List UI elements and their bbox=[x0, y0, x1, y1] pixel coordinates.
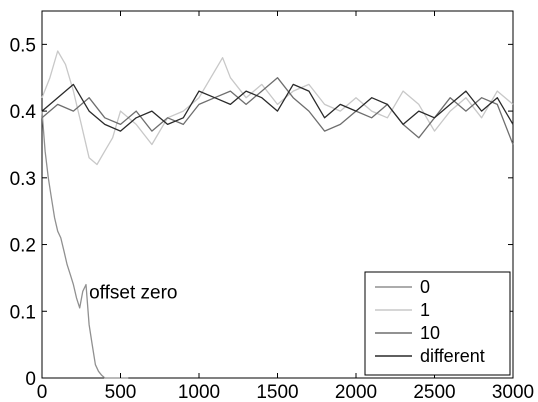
axes-layer: 0 500 1000 1500 2000 2500 3000 0 0.1 0.2 0.3 0.4 0.5 bbox=[10, 11, 534, 402]
y-tick-label: 0.4 bbox=[10, 102, 37, 123]
x-tick-label: 3000 bbox=[492, 382, 534, 402]
y-tick-label: 0.1 bbox=[10, 302, 36, 323]
series-line-different bbox=[41, 83, 514, 132]
series-layer bbox=[41, 50, 514, 379]
x-tick-label: 1500 bbox=[256, 382, 298, 402]
y-tick-label: 0 bbox=[25, 369, 36, 390]
annotation-offset-zero: offset zero bbox=[89, 282, 177, 303]
y-tick-label: 0.5 bbox=[10, 35, 36, 56]
x-tick-label: 500 bbox=[105, 382, 137, 402]
legend-box bbox=[364, 271, 511, 376]
legend-label-different: different bbox=[420, 346, 485, 366]
x-tick-label: 2500 bbox=[413, 382, 455, 402]
legend-label-10: 10 bbox=[420, 323, 440, 343]
x-tick-label: 1000 bbox=[178, 382, 220, 402]
series-line-0 bbox=[41, 111, 129, 379]
legend-label-0: 0 bbox=[420, 277, 430, 297]
y-tick-label: 0.3 bbox=[10, 169, 36, 190]
series-line-1 bbox=[41, 50, 514, 166]
x-tick-label: 0 bbox=[37, 382, 48, 402]
x-tick-label: 2000 bbox=[335, 382, 377, 402]
legend: 0 1 10 different bbox=[364, 271, 511, 376]
legend-label-1: 1 bbox=[420, 300, 430, 320]
y-tick-label: 0.2 bbox=[10, 236, 36, 257]
